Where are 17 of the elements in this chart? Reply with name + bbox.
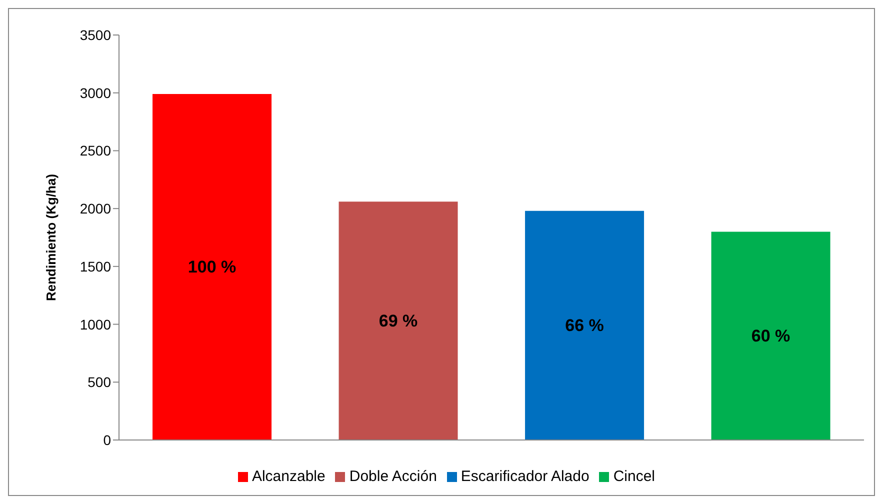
y-axis-title: Rendimiento (Kg/ha)	[44, 174, 59, 302]
y-tick-label: 500	[88, 374, 112, 390]
y-tick-label: 2500	[80, 142, 112, 159]
y-tick-label: 1000	[80, 316, 112, 332]
annotation: 69 %	[378, 311, 418, 330]
y-tick-label: 0	[103, 432, 112, 448]
legend-label: Doble Acción	[349, 468, 437, 485]
y-tick-label: 3000	[80, 84, 112, 101]
y-tick-label: 3500	[80, 26, 112, 43]
y-tick-label: 2000	[80, 200, 112, 217]
annotation: 100 %	[188, 258, 236, 277]
legend-label: Escarificador Alado	[460, 468, 590, 485]
y-tick-label: 1500	[80, 258, 112, 274]
legend-label: Alcanzable	[252, 468, 326, 485]
annotation: 66 %	[565, 316, 604, 335]
annotation: 60 %	[751, 326, 790, 346]
legend-label: Cincel	[613, 468, 656, 485]
